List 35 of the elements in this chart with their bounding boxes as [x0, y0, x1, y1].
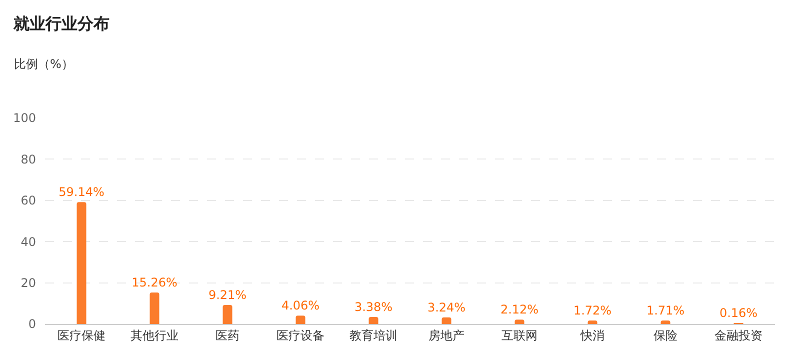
- data-label: 1.72%: [573, 303, 612, 318]
- y-tick-label: 40: [20, 234, 36, 249]
- data-label: 15.26%: [132, 276, 178, 290]
- x-tick-label: 房地产: [428, 328, 464, 342]
- data-label: 3.24%: [427, 300, 466, 314]
- y-tick-label: 0: [28, 317, 36, 332]
- data-label: 0.16%: [719, 306, 758, 320]
- x-tick-label: 医药: [216, 328, 240, 342]
- data-label: 4.06%: [281, 298, 320, 313]
- data-label: 2.12%: [500, 302, 539, 317]
- y-tick-label: 100: [13, 111, 36, 126]
- data-label: 3.38%: [354, 300, 393, 314]
- x-tick-label: 教育培训: [350, 328, 398, 342]
- x-tick-label: 互联网: [502, 328, 538, 342]
- bar: [296, 316, 306, 324]
- y-axis-title: 比例（%）: [14, 57, 74, 71]
- bar: [222, 305, 232, 324]
- x-tick-label: 保险: [654, 328, 678, 342]
- bar: [442, 317, 452, 324]
- bar: [76, 202, 86, 324]
- bar: [150, 292, 160, 324]
- data-label: 59.14%: [58, 185, 104, 200]
- x-tick-label: 医疗保健: [58, 328, 106, 342]
- y-tick-label: 60: [20, 194, 36, 208]
- bar: [514, 320, 524, 324]
- chart-title: 就业行业分布: [12, 14, 110, 33]
- x-tick-label: 医疗设备: [276, 328, 324, 342]
- y-tick-label: 20: [20, 276, 36, 290]
- y-tick-label: 80: [20, 152, 36, 166]
- data-label: 1.71%: [646, 303, 685, 318]
- x-tick-label: 其他行业: [130, 328, 178, 342]
- x-tick-label: 金融投资: [714, 328, 762, 342]
- bar: [368, 317, 378, 324]
- data-label: 9.21%: [208, 288, 247, 302]
- x-tick-label: 快消: [580, 328, 604, 342]
